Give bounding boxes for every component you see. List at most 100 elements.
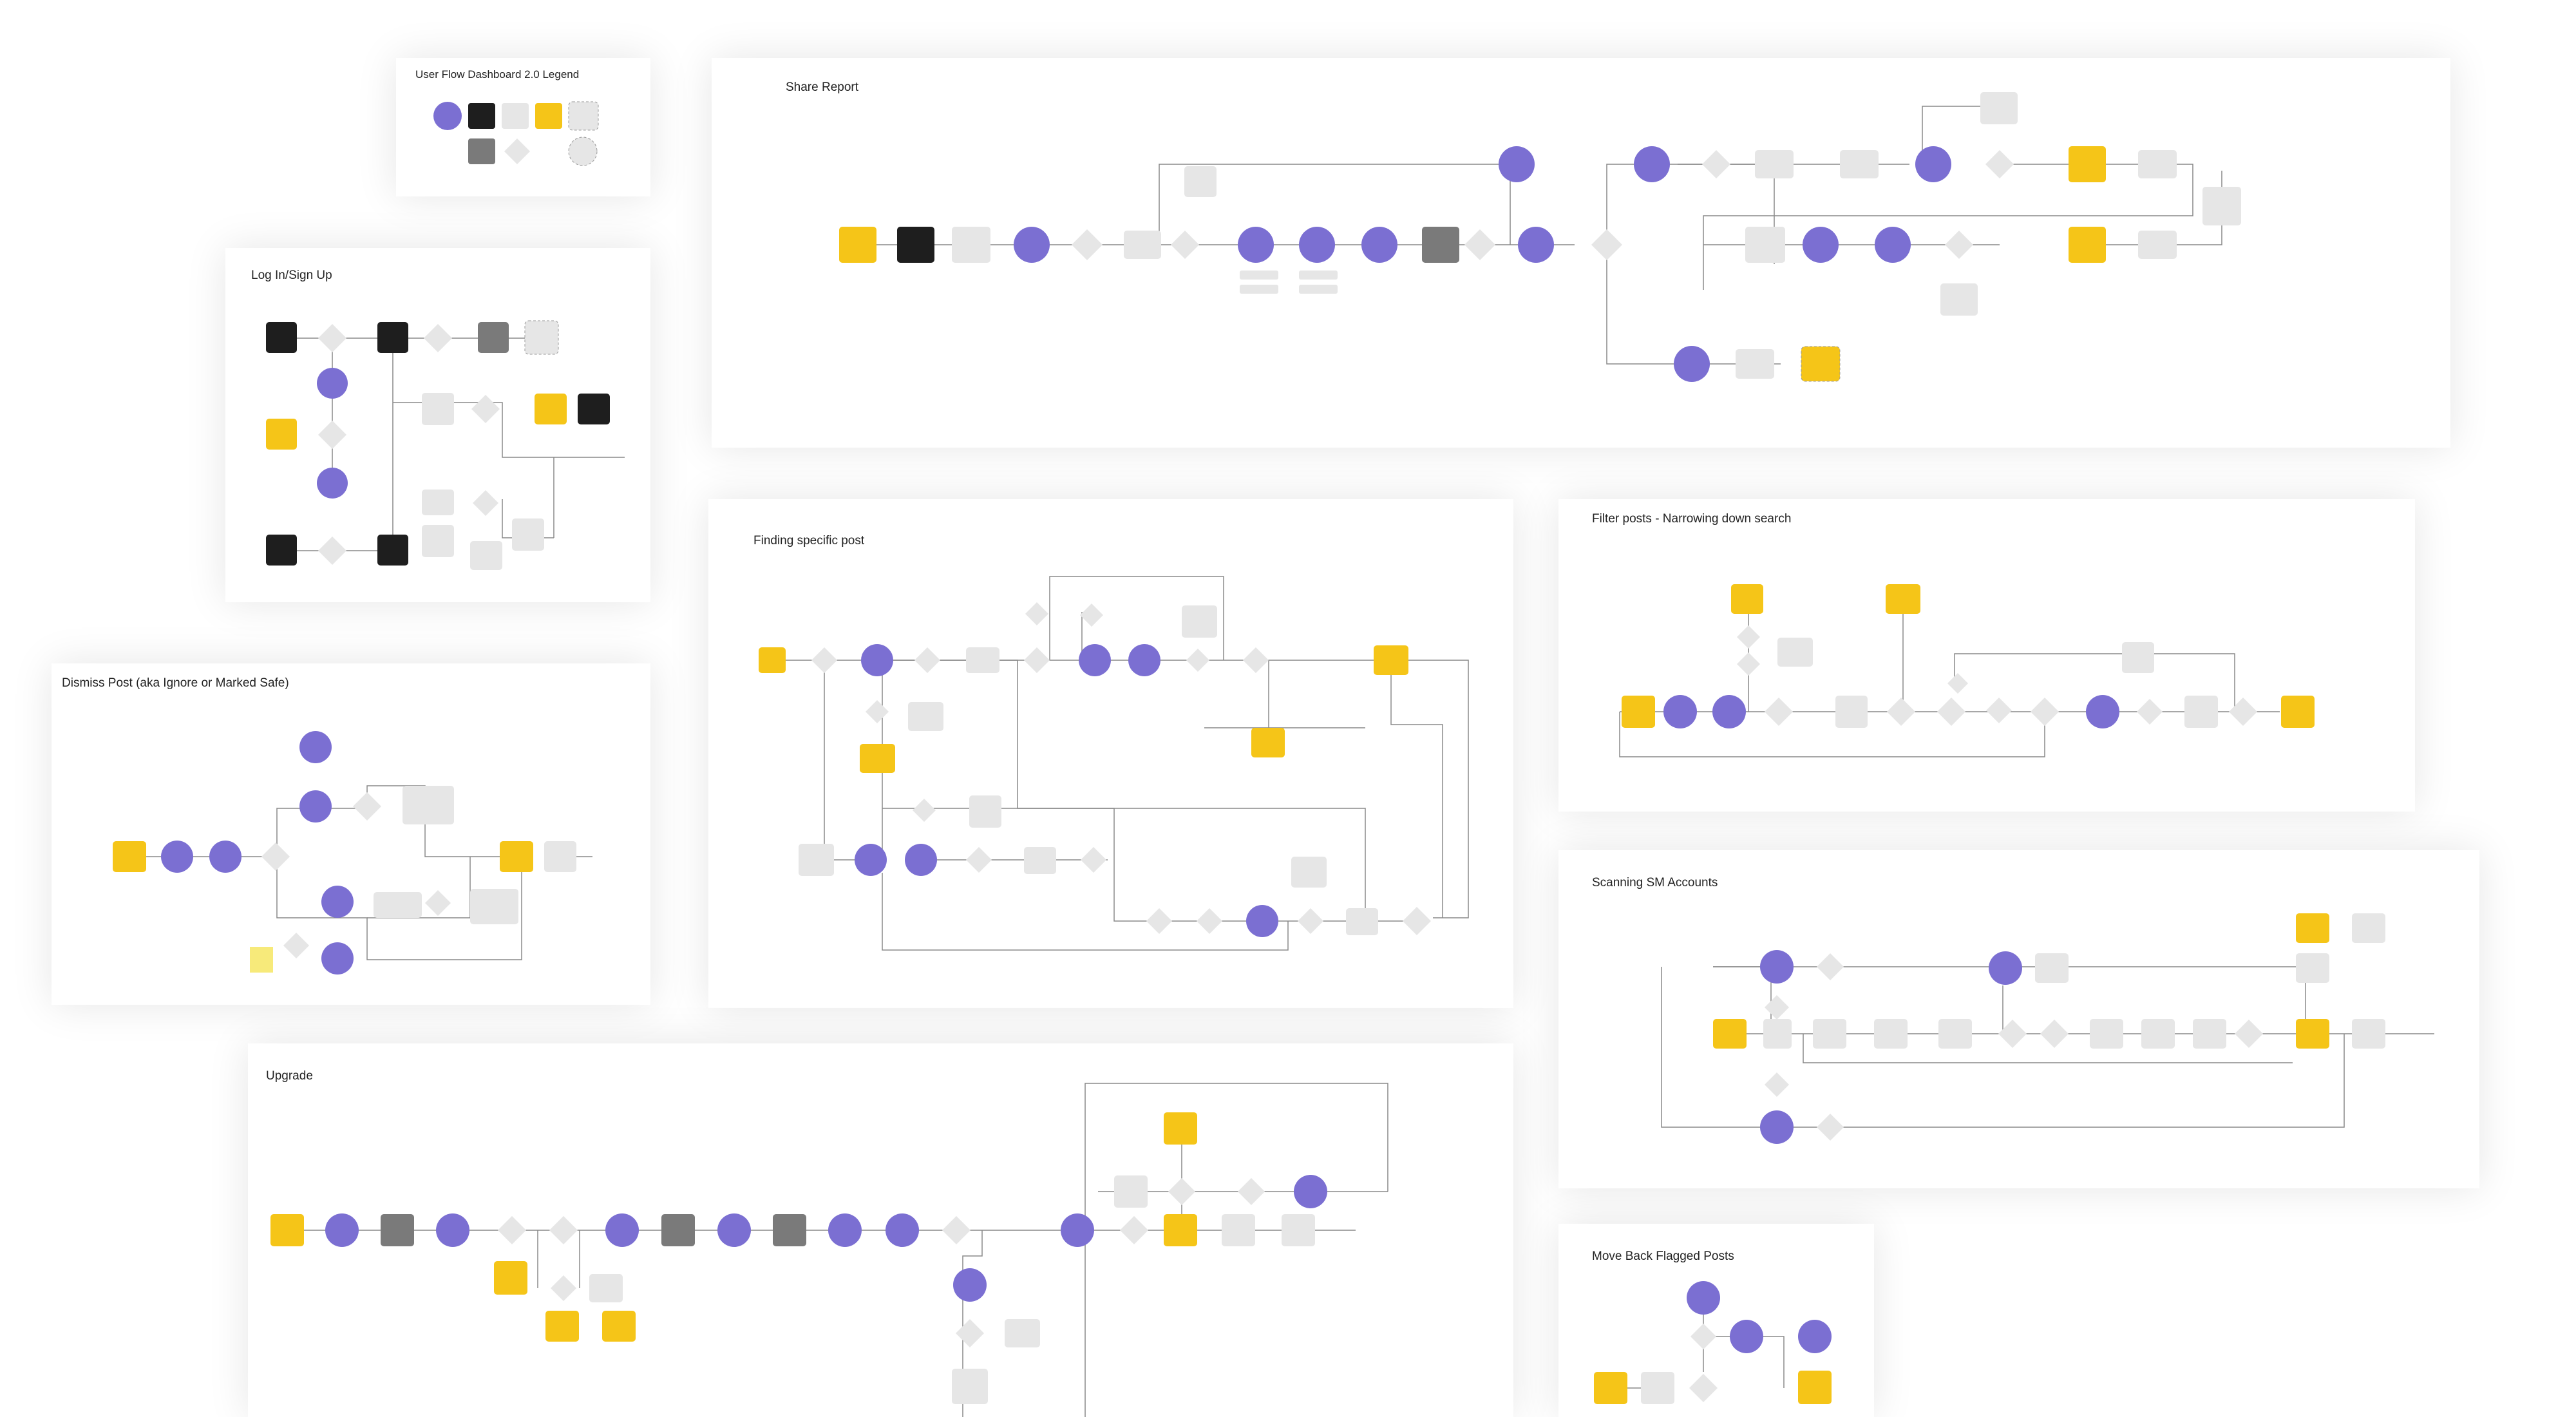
element-node	[969, 795, 1001, 828]
login-board: Log In/Sign Up	[225, 248, 650, 602]
user-action-node	[1803, 227, 1839, 263]
user-action-node	[1361, 227, 1397, 263]
element-node	[2035, 953, 2069, 983]
element-node	[1114, 1175, 1148, 1208]
element-node	[2202, 187, 2241, 225]
decision-node	[1947, 673, 1968, 694]
finding-post-board: Finding specific post	[708, 499, 1513, 1008]
decision-node	[1737, 625, 1760, 649]
user-action-node	[299, 790, 332, 823]
element-node	[1299, 271, 1338, 280]
board-title: Log In/Sign Up	[251, 269, 332, 282]
share-report-board: Share Report	[712, 58, 2450, 448]
element-node	[1024, 847, 1056, 874]
decision-node	[1702, 150, 1730, 178]
legend-diagram	[433, 101, 599, 166]
start-node	[2296, 913, 2329, 943]
user-action-node	[299, 731, 332, 763]
decision-node	[1464, 229, 1495, 260]
user-action-node	[1989, 951, 2022, 985]
user-action-node	[436, 1213, 469, 1247]
user-action-node	[1014, 227, 1050, 263]
start-node	[113, 841, 146, 872]
start-node	[1731, 584, 1763, 614]
user-action-node	[1634, 146, 1670, 182]
element-node	[1282, 1214, 1315, 1246]
start-node	[266, 419, 297, 450]
user-action-node	[325, 1213, 359, 1247]
user-action-node	[1760, 1110, 1794, 1144]
element-node	[1222, 1214, 1255, 1246]
element-node	[1840, 150, 1879, 178]
start-node	[2296, 1019, 2329, 1049]
user-action-node	[1687, 1281, 1720, 1315]
decision-node	[283, 933, 309, 958]
element-node	[422, 490, 454, 515]
user-action-node	[1246, 905, 1278, 937]
decision-node	[353, 792, 381, 821]
start-node	[1164, 1214, 1197, 1246]
start-node	[602, 1311, 636, 1342]
decision-node	[1998, 1020, 2027, 1048]
decision-node	[1168, 1178, 1195, 1205]
element-node	[1835, 696, 1868, 728]
start-node	[270, 1214, 304, 1246]
start-node	[535, 394, 567, 424]
start-node	[2281, 696, 2315, 728]
decision-node	[1081, 847, 1106, 873]
start-node	[1164, 1112, 1197, 1145]
decision-node	[551, 1275, 576, 1301]
user-action-node	[321, 886, 354, 918]
user-action-node	[1915, 146, 1951, 182]
decision-node	[2235, 1020, 2263, 1048]
board-title: Finding specific post	[753, 534, 865, 547]
element-node	[1291, 857, 1327, 888]
user-action-node	[886, 1213, 919, 1247]
user-action-node	[321, 942, 354, 975]
filter-posts-diagram	[1619, 584, 2315, 757]
decision-node	[473, 490, 498, 516]
dismiss-board: Dismiss Post (aka Ignore or Marked Safe)	[52, 663, 650, 1005]
element-node	[2352, 913, 2385, 943]
element-node	[1938, 1019, 1972, 1049]
modal-node	[1422, 227, 1459, 263]
start-node	[1798, 1371, 1832, 1404]
decision-node	[1985, 150, 2014, 178]
start-node	[1374, 645, 1408, 675]
scanning-accounts-diagram	[1661, 913, 2434, 1144]
move-back-board: Move Back Flagged Posts	[1558, 1224, 1874, 1417]
decision-node	[1765, 698, 1793, 726]
user-action-node	[717, 1213, 751, 1247]
user-action-node	[1499, 146, 1535, 182]
decision-node	[956, 1319, 984, 1347]
element-node	[422, 393, 454, 425]
user-action-node	[1663, 695, 1697, 728]
decision-node	[1403, 907, 1431, 935]
element-node	[1813, 1019, 1846, 1049]
decision-node	[1591, 229, 1622, 260]
decision-node	[2137, 699, 2163, 725]
decision-node	[914, 647, 940, 673]
legend-page	[468, 103, 495, 129]
start-node	[545, 1311, 579, 1342]
element-node	[422, 525, 454, 557]
user-action-node	[2086, 695, 2119, 728]
element-node	[374, 892, 422, 918]
decision-node	[425, 890, 451, 916]
move-back-diagram	[1594, 1281, 1832, 1404]
user-action-node	[1798, 1320, 1832, 1353]
element-node	[1874, 1019, 1908, 1049]
start-node	[759, 647, 786, 673]
user-action-node	[1061, 1213, 1094, 1247]
legend-future	[568, 101, 599, 131]
user-action-node	[855, 844, 887, 876]
user-action-node	[1294, 1175, 1327, 1208]
login-diagram	[266, 320, 625, 570]
decision-node	[471, 395, 500, 423]
decision-node	[1690, 1324, 1716, 1349]
share-report-diagram	[839, 92, 2241, 382]
start-node	[1713, 1019, 1747, 1049]
page-node	[897, 227, 934, 263]
element-node	[1940, 283, 1978, 316]
